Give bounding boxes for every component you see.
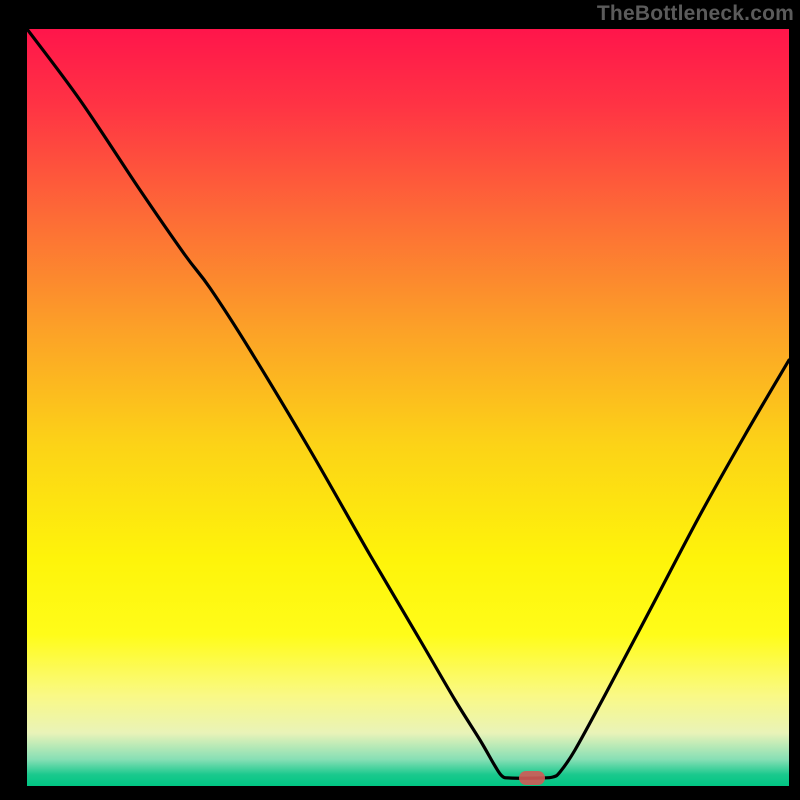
- bottleneck-chart-svg: [0, 0, 800, 800]
- watermark-text: TheBottleneck.com: [597, 2, 794, 26]
- optimal-point-marker: [519, 771, 545, 785]
- chart-stage: TheBottleneck.com: [0, 0, 800, 800]
- chart-plot-background: [27, 29, 789, 786]
